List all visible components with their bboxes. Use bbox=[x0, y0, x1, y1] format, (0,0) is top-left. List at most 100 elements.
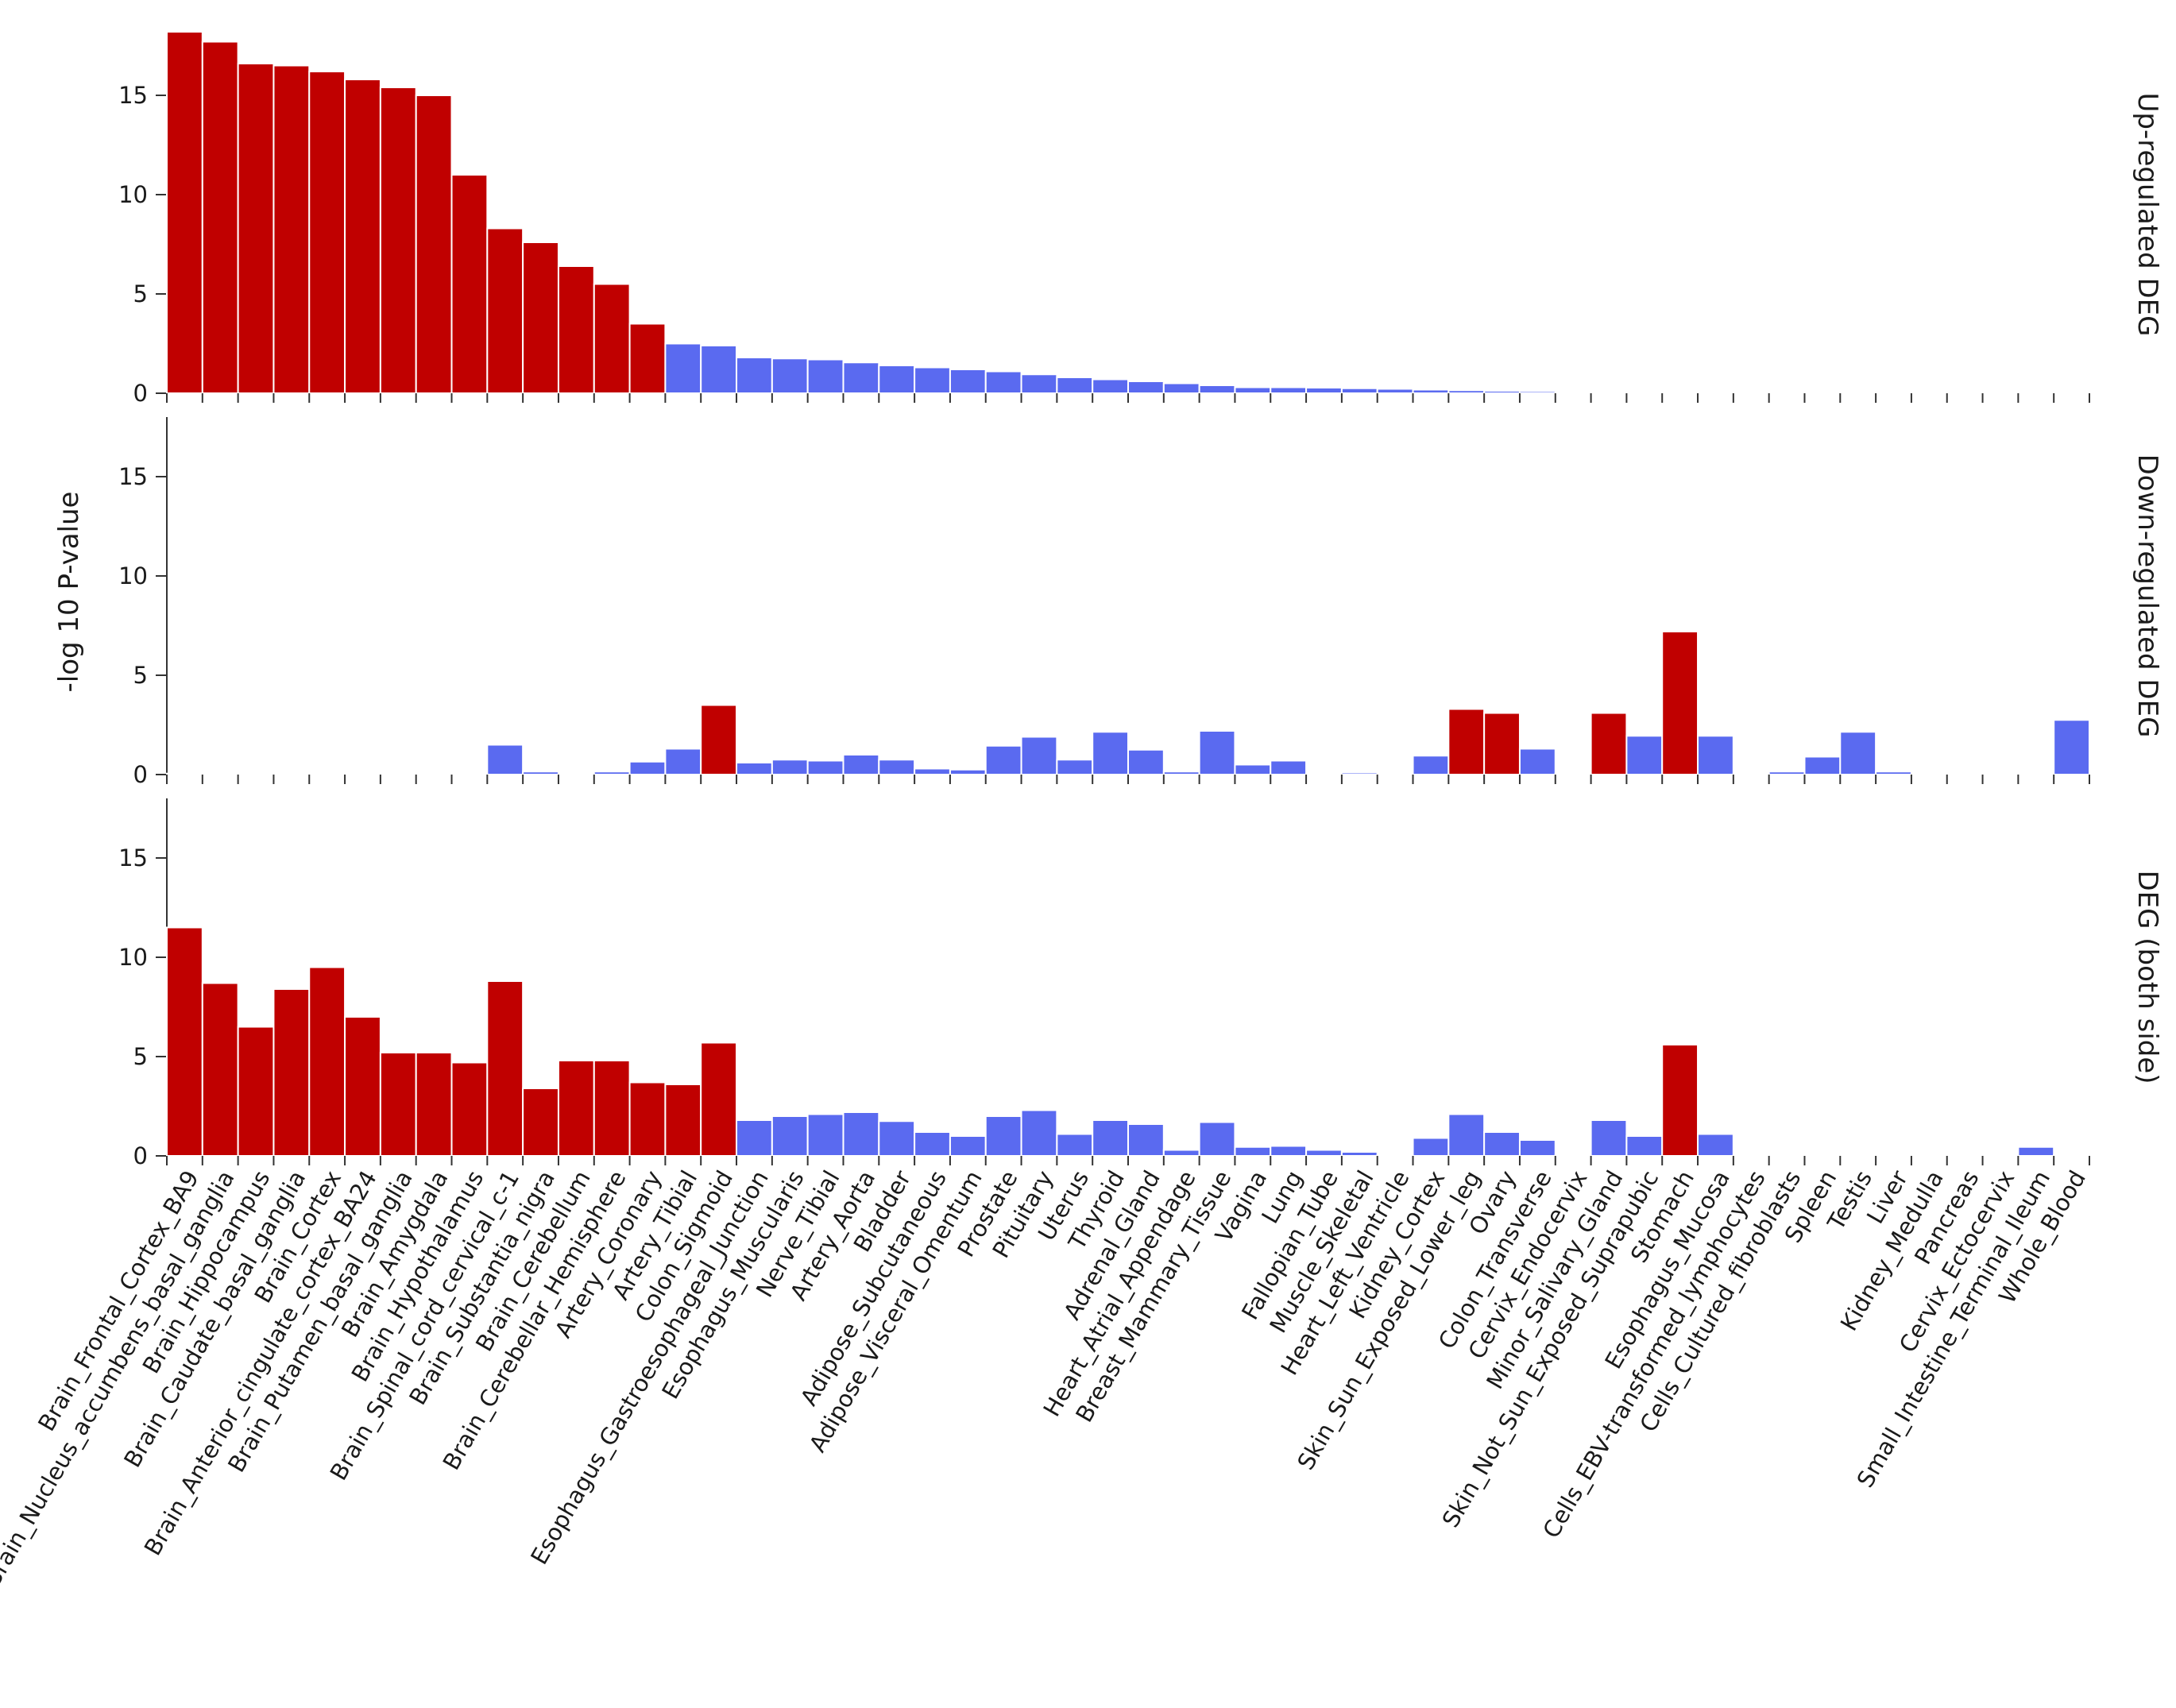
bar bbox=[1946, 773, 1984, 775]
bar bbox=[628, 323, 667, 394]
bar bbox=[522, 771, 559, 775]
bar bbox=[842, 1111, 880, 1157]
bar bbox=[1981, 1154, 2019, 1157]
bar bbox=[1839, 731, 1877, 775]
y-tick-label: 0 bbox=[133, 1142, 148, 1169]
bar bbox=[1910, 392, 1948, 394]
bar bbox=[379, 87, 417, 394]
bar bbox=[1768, 771, 1806, 775]
bar bbox=[771, 357, 809, 394]
panel-label: Down-regulated DEG bbox=[2132, 454, 2163, 738]
bar bbox=[415, 1052, 453, 1157]
bar bbox=[1270, 1145, 1308, 1157]
bar bbox=[1270, 386, 1308, 394]
bar bbox=[166, 31, 203, 394]
bar bbox=[664, 342, 702, 394]
bar bbox=[1447, 708, 1486, 775]
bar bbox=[272, 772, 311, 775]
bar bbox=[1697, 392, 1734, 394]
bar bbox=[1697, 1133, 1734, 1157]
bar bbox=[1732, 772, 1770, 775]
bar bbox=[2053, 1154, 2091, 1157]
bar bbox=[1340, 1151, 1378, 1157]
y-axis-label: -log 10 P-value bbox=[53, 492, 85, 693]
bar bbox=[450, 174, 489, 394]
bar bbox=[1697, 735, 1734, 775]
bar bbox=[1162, 771, 1200, 775]
y-tick-label: 15 bbox=[118, 463, 148, 490]
bar bbox=[1305, 772, 1343, 775]
bar bbox=[878, 365, 916, 394]
bar bbox=[1056, 759, 1094, 775]
bar bbox=[1554, 1153, 1592, 1157]
bar bbox=[1839, 1154, 1877, 1157]
y-tick-label: 5 bbox=[133, 1043, 148, 1070]
bar bbox=[1661, 391, 1699, 394]
bar bbox=[806, 759, 845, 775]
bar bbox=[1127, 748, 1165, 775]
category-labels: Brain_Frontal_Cortex_BA9Brain_Nucleus_ac… bbox=[0, 1165, 2091, 1591]
panel-2: 0 5 10 15 Down-regulated DEG bbox=[118, 417, 2163, 788]
bar bbox=[308, 966, 346, 1157]
bar bbox=[1732, 1154, 1770, 1157]
bar bbox=[1092, 1119, 1129, 1157]
category-label: Brain_Nucleus_accumbens_basal_ganglia bbox=[0, 1166, 240, 1592]
y-tick-label: 15 bbox=[118, 82, 148, 109]
bar bbox=[1803, 755, 1842, 775]
bar bbox=[1768, 392, 1806, 394]
bar bbox=[1056, 1133, 1094, 1157]
bar bbox=[700, 1041, 738, 1157]
bar bbox=[1020, 373, 1058, 394]
bar bbox=[1590, 712, 1628, 775]
bar bbox=[1910, 773, 1948, 775]
bar bbox=[736, 357, 773, 394]
bar bbox=[593, 283, 631, 394]
bar bbox=[878, 759, 916, 775]
bar bbox=[557, 265, 595, 394]
bar bbox=[842, 361, 880, 394]
bar bbox=[806, 1113, 845, 1157]
bar bbox=[272, 64, 311, 394]
bar bbox=[1518, 748, 1556, 775]
bar bbox=[1305, 387, 1343, 394]
bar bbox=[237, 63, 275, 394]
bar bbox=[1981, 773, 2019, 775]
y-tick-label: 15 bbox=[118, 844, 148, 871]
bar bbox=[1340, 771, 1378, 775]
bar bbox=[984, 1115, 1022, 1157]
bar bbox=[1875, 1154, 1912, 1157]
bar bbox=[201, 773, 239, 775]
panels: 0 5 10 15 Up-regulated DEG 0 5 10 15 Down-regulat… bbox=[118, 31, 2163, 1169]
bar bbox=[1554, 772, 1592, 775]
bar bbox=[664, 748, 702, 775]
bar bbox=[1198, 730, 1236, 775]
bar bbox=[344, 1016, 381, 1157]
bar bbox=[1270, 759, 1308, 775]
bar bbox=[1839, 392, 1877, 394]
bar bbox=[2053, 392, 2091, 394]
bar bbox=[984, 744, 1022, 775]
panel-1: 0 5 10 15 Up-regulated DEG bbox=[118, 31, 2163, 407]
bar bbox=[736, 1119, 773, 1157]
bar bbox=[842, 754, 880, 775]
bar bbox=[949, 768, 987, 775]
bar bbox=[1376, 388, 1414, 394]
bar bbox=[379, 773, 417, 775]
panel-label: DEG (both side) bbox=[2132, 870, 2163, 1084]
bar bbox=[1162, 1149, 1200, 1157]
bar bbox=[2017, 392, 2055, 394]
bar bbox=[1732, 392, 1770, 394]
bar bbox=[201, 982, 239, 1157]
bar bbox=[1092, 731, 1129, 775]
bar bbox=[557, 772, 595, 775]
y-tick-label: 5 bbox=[133, 280, 148, 307]
y-tick-label: 0 bbox=[133, 761, 148, 788]
bar bbox=[1412, 755, 1450, 775]
bar bbox=[1803, 1153, 1842, 1157]
bar bbox=[1376, 772, 1414, 775]
y-tick-label: 10 bbox=[118, 562, 148, 589]
bar bbox=[1661, 1044, 1699, 1157]
bar bbox=[1092, 378, 1129, 394]
bar bbox=[486, 744, 524, 775]
